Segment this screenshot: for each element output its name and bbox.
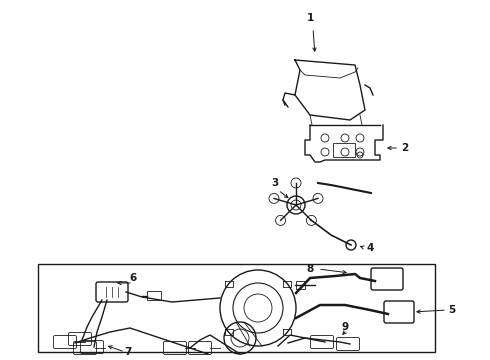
Text: 2: 2 — [401, 143, 409, 153]
Text: 9: 9 — [342, 322, 348, 332]
Text: 6: 6 — [129, 273, 137, 283]
Text: 4: 4 — [367, 243, 374, 253]
Bar — [296, 281, 305, 289]
Text: 8: 8 — [306, 264, 314, 274]
Text: 1: 1 — [306, 13, 314, 23]
Bar — [38, 264, 435, 352]
Text: 5: 5 — [448, 305, 456, 315]
Bar — [147, 291, 161, 300]
Text: 7: 7 — [124, 347, 132, 357]
Text: 3: 3 — [271, 178, 279, 188]
Bar — [333, 143, 355, 157]
